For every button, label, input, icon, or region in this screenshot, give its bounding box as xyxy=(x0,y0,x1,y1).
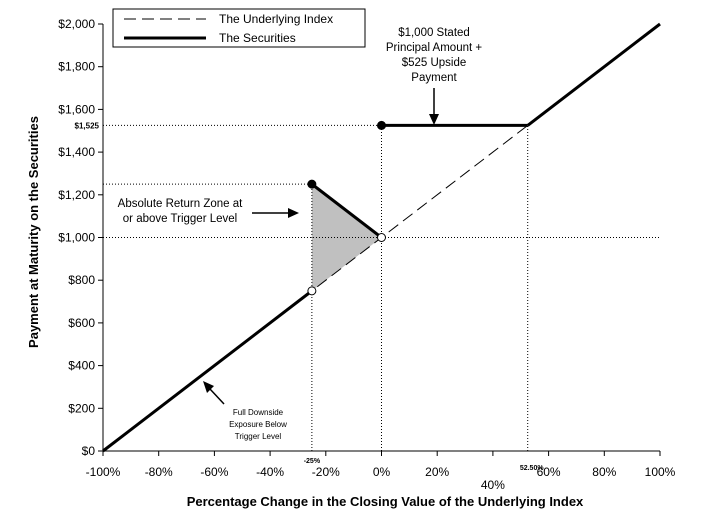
y-tick-label: $1,800 xyxy=(58,60,95,74)
securities-segment-1 xyxy=(310,182,383,239)
annotation-upside-line-2: Principal Amount + xyxy=(386,42,482,54)
y-tick-label: $200 xyxy=(68,401,95,415)
annotation-downside-arrowhead xyxy=(203,381,214,393)
annotation-absolute-return-bg xyxy=(110,194,250,226)
y-tick-label: $1,200 xyxy=(58,188,95,202)
annotation-upside-line-1: $1,000 Stated xyxy=(398,27,470,39)
annotation-downside-line-3: Trigger Level xyxy=(235,432,282,441)
legend-label-securities: The Securities xyxy=(219,31,296,45)
y-tick-label: $800 xyxy=(68,273,95,287)
annotation-absolute-return-line-1: Absolute Return Zone at xyxy=(118,198,243,210)
annotation-upside-line-3: $525 Upside xyxy=(402,57,467,69)
x-tick-label: 20% xyxy=(425,465,449,479)
x-tick-label: -60% xyxy=(200,465,228,479)
y-tick-label: $1,400 xyxy=(58,145,95,159)
securities-segment-3 xyxy=(526,22,661,127)
data-point-0 xyxy=(307,286,317,296)
y-axis-ticks: $0 $200 $400 $600 $800 $1,000 $1,200 $1,400 $1,6… xyxy=(58,17,103,458)
y-label-1525: $1,525 xyxy=(75,121,100,130)
x-label-minus25: -25% xyxy=(304,458,321,465)
securities-line xyxy=(102,22,661,453)
annotation-upside-line-4: Payment xyxy=(411,72,457,84)
x-tick-label: -20% xyxy=(312,465,340,479)
data-points xyxy=(307,120,386,296)
data-point-1 xyxy=(307,179,317,189)
x-tick-label: -80% xyxy=(145,465,173,479)
legend-box xyxy=(112,8,366,48)
x-tick-label: 80% xyxy=(592,465,616,479)
x-axis-title: Percentage Change in the Closing Value o… xyxy=(187,494,584,509)
x-label-52-5: 52.50% xyxy=(520,465,545,472)
x-tick-label: -100% xyxy=(86,465,121,479)
x-tick-label: -40% xyxy=(256,465,284,479)
annotation-downside-line-2: Exposure Below xyxy=(229,420,287,429)
y-tick-label: $0 xyxy=(82,444,96,458)
y-tick-label: $1,000 xyxy=(58,231,95,245)
annotation-downside-line-1: Full Downside xyxy=(233,408,284,417)
annotation-downside-arrow xyxy=(209,388,225,405)
securities-segment-0 xyxy=(102,289,313,453)
y-tick-label: $600 xyxy=(68,316,95,330)
annotation-upside: $1,000 Stated Principal Amount + $525 Up… xyxy=(386,27,482,125)
y-tick-label: $1,600 xyxy=(58,102,95,116)
y-tick-label: $2,000 xyxy=(58,17,95,31)
annotation-absolute-return-line-2: or above Trigger Level xyxy=(123,213,237,225)
y-tick-label: $400 xyxy=(68,359,95,373)
x-tick-label: 0% xyxy=(373,465,391,479)
reference-lines xyxy=(103,124,660,451)
y-axis-title: Payment at Maturity on the Securities xyxy=(26,116,41,348)
x-tick-label: 40% xyxy=(481,478,505,492)
annotation-absolute-return-arrowhead xyxy=(288,208,299,218)
annotation-absolute-return: Absolute Return Zone at or above Trigger… xyxy=(110,194,299,226)
legend: The Underlying Index The Securities xyxy=(112,8,366,48)
legend-label-index: The Underlying Index xyxy=(219,12,333,26)
x-axis-ticks: -100% -80% -60% -40% -20% 0% 20% 40% 60% 80% 100% xyxy=(86,451,676,492)
x-tick-label: 60% xyxy=(537,465,561,479)
data-point-3 xyxy=(377,120,386,130)
data-point-2 xyxy=(377,233,386,242)
annotation-downside: Full Downside Exposure Below Trigger Lev… xyxy=(203,381,287,441)
annotation-upside-arrowhead xyxy=(429,114,439,125)
x-tick-label: 100% xyxy=(645,465,676,479)
